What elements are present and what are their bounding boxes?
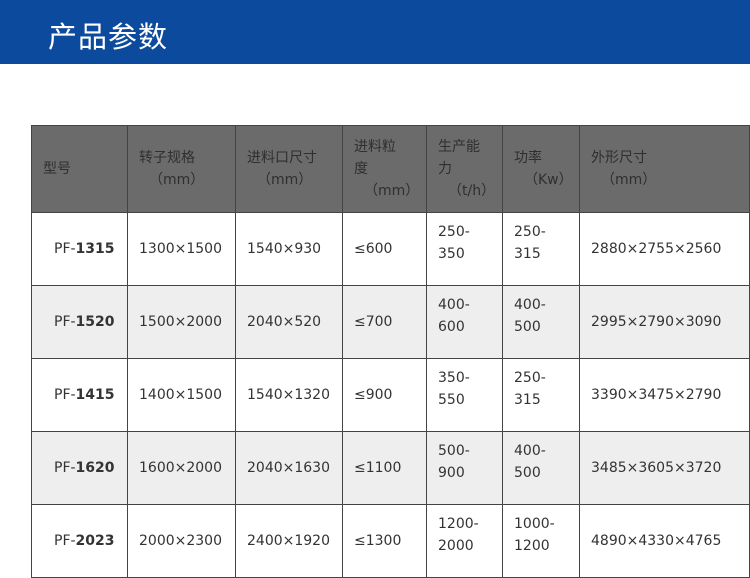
cell-dimensions: 3390×3475×2790 xyxy=(579,358,750,432)
power-line: 315 xyxy=(514,246,541,262)
header-dimensions: 外形尺寸 （mm） xyxy=(579,125,750,213)
cell-dimensions: 3485×3605×3720 xyxy=(579,431,750,505)
header-label: 型号 xyxy=(43,161,71,177)
cell-power: 400- 500 xyxy=(502,285,580,359)
cell-rotor: 1600×2000 xyxy=(127,431,236,505)
header-label: 进料口尺寸 xyxy=(247,150,317,166)
cell-inlet: 1540×930 xyxy=(235,212,343,286)
capacity-line: 1200- xyxy=(438,516,479,532)
section-banner: 产品参数 xyxy=(0,0,750,64)
cell-capacity: 400- 600 xyxy=(426,285,503,359)
cell-model: PF-1520 xyxy=(31,285,128,359)
capacity-line: 600 xyxy=(438,319,465,335)
header-label: 转子规格 xyxy=(139,150,195,166)
capacity-line: 250- xyxy=(438,224,470,240)
power-line: 500 xyxy=(514,465,541,481)
capacity-line: 500- xyxy=(438,443,470,459)
cell-model: PF-1620 xyxy=(31,431,128,505)
table-header-row: 型号 转子规格 （mm） 进料口尺寸 （mm） 进料粒度 （mm） 生产能力 （t/h）… xyxy=(31,125,750,213)
cell-power: 1000- 1200 xyxy=(502,504,580,578)
model-number: 1415 xyxy=(75,387,115,403)
cell-dimensions: 2880×2755×2560 xyxy=(579,212,750,286)
cell-feed-size: ≤700 xyxy=(342,285,427,359)
power-line: 1000- xyxy=(514,516,555,532)
table-row: PF-1520 1500×2000 2040×520 ≤700 400- 600 400- 5… xyxy=(31,285,750,359)
cell-dimensions: 4890×4330×4765 xyxy=(579,504,750,578)
section-title: 产品参数 xyxy=(48,20,169,54)
header-unit: （mm） xyxy=(601,172,657,188)
model-number: 1620 xyxy=(75,460,115,476)
header-power: 功率 （Kw） xyxy=(502,125,580,213)
cell-model: PF-2023 xyxy=(31,504,128,578)
model-number: 1520 xyxy=(75,314,115,330)
product-parameters-table: 型号 转子规格 （mm） 进料口尺寸 （mm） 进料粒度 （mm） 生产能力 （t/h）… xyxy=(31,125,750,578)
cell-rotor: 2000×2300 xyxy=(127,504,236,578)
model-number: 1315 xyxy=(75,241,115,257)
model-prefix: PF- xyxy=(54,241,76,257)
cell-power: 400- 500 xyxy=(502,431,580,505)
cell-model: PF-1315 xyxy=(31,212,128,286)
table-row: PF-1620 1600×2000 2040×1630 ≤1100 500- 900 400… xyxy=(31,431,750,505)
capacity-line: 550 xyxy=(438,392,465,408)
header-capacity: 生产能力 （t/h） xyxy=(426,125,503,213)
model-prefix: PF- xyxy=(54,387,76,403)
header-rotor: 转子规格 （mm） xyxy=(127,125,236,213)
power-line: 250- xyxy=(514,224,546,240)
cell-feed-size: ≤1100 xyxy=(342,431,427,505)
cell-inlet: 1540×1320 xyxy=(235,358,343,432)
header-label: 进料粒度 xyxy=(354,139,396,177)
table-row: PF-1415 1400×1500 1540×1320 ≤900 350- 550 250-… xyxy=(31,358,750,432)
header-unit: （t/h） xyxy=(448,183,496,199)
cell-capacity: 350- 550 xyxy=(426,358,503,432)
cell-model: PF-1415 xyxy=(31,358,128,432)
capacity-line: 350 xyxy=(438,246,465,262)
cell-capacity: 1200- 2000 xyxy=(426,504,503,578)
header-label: 外形尺寸 xyxy=(591,150,647,166)
power-line: 500 xyxy=(514,319,541,335)
cell-capacity: 500- 900 xyxy=(426,431,503,505)
cell-rotor: 1400×1500 xyxy=(127,358,236,432)
cell-power: 250- 315 xyxy=(502,358,580,432)
cell-feed-size: ≤900 xyxy=(342,358,427,432)
power-line: 250- xyxy=(514,370,546,386)
cell-rotor: 1300×1500 xyxy=(127,212,236,286)
power-line: 315 xyxy=(514,392,541,408)
table-row: PF-2023 2000×2300 2400×1920 ≤1300 1200- 2000 1… xyxy=(31,504,750,578)
cell-capacity: 250- 350 xyxy=(426,212,503,286)
capacity-line: 400- xyxy=(438,297,470,313)
capacity-line: 2000 xyxy=(438,538,474,554)
header-label: 生产能力 xyxy=(438,139,480,177)
model-prefix: PF- xyxy=(54,533,76,549)
cell-rotor: 1500×2000 xyxy=(127,285,236,359)
cell-inlet: 2040×1630 xyxy=(235,431,343,505)
header-inlet: 进料口尺寸 （mm） xyxy=(235,125,343,213)
cell-inlet: 2040×520 xyxy=(235,285,343,359)
capacity-line: 900 xyxy=(438,465,465,481)
header-unit: （Kw） xyxy=(524,172,573,188)
header-unit: （mm） xyxy=(257,172,313,188)
capacity-line: 350- xyxy=(438,370,470,386)
cell-inlet: 2400×1920 xyxy=(235,504,343,578)
model-number: 2023 xyxy=(75,533,115,549)
model-prefix: PF- xyxy=(54,314,76,330)
power-line: 1200 xyxy=(514,538,550,554)
header-model: 型号 xyxy=(31,125,128,213)
table-row: PF-1315 1300×1500 1540×930 ≤600 250- 350 250- 3… xyxy=(31,212,750,286)
power-line: 400- xyxy=(514,443,546,459)
header-unit: （mm） xyxy=(149,172,205,188)
cell-power: 250- 315 xyxy=(502,212,580,286)
cell-dimensions: 2995×2790×3090 xyxy=(579,285,750,359)
power-line: 400- xyxy=(514,297,546,313)
cell-feed-size: ≤1300 xyxy=(342,504,427,578)
model-prefix: PF- xyxy=(54,460,76,476)
header-feed-size: 进料粒度 （mm） xyxy=(342,125,427,213)
header-unit: （mm） xyxy=(364,183,420,199)
header-label: 功率 xyxy=(514,150,542,166)
cell-feed-size: ≤600 xyxy=(342,212,427,286)
